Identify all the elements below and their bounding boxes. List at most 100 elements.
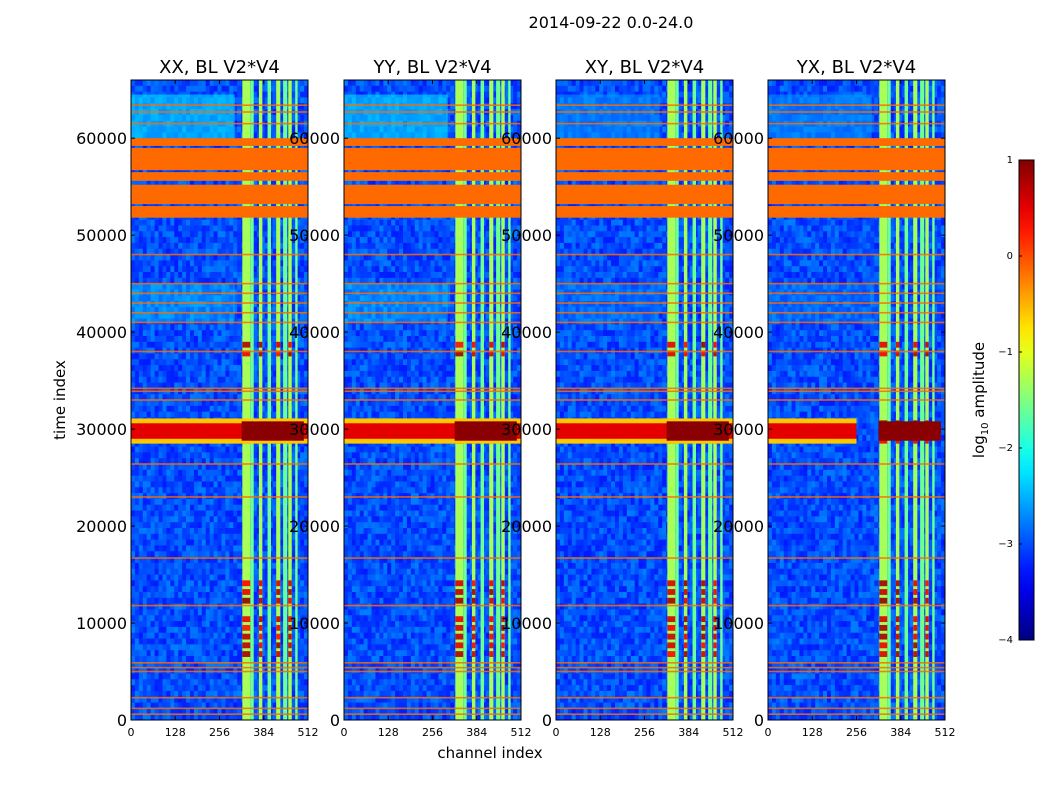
x-tick-label: 0: [128, 726, 135, 739]
flagged-line: [131, 312, 308, 314]
flagged-band: [768, 138, 945, 146]
flagged-line: [131, 662, 308, 664]
panel-title: YY, BL V2*V4: [372, 57, 491, 78]
rfi-blob: [501, 598, 504, 604]
panel-yy: YY, BL V2*V40 128 256 384 512010000200003000…: [289, 57, 531, 739]
flagged-line: [131, 496, 308, 498]
flagged-line: [556, 283, 733, 285]
flagged-line: [131, 671, 308, 673]
rfi-blob: [242, 580, 250, 586]
y-tick-label: 60000: [501, 129, 552, 148]
flagged-line: [344, 667, 521, 669]
x-tick-label: 128: [802, 726, 823, 739]
flagged-line: [131, 388, 308, 390]
flagged-line: [344, 713, 521, 715]
rfi-blob: [276, 598, 280, 604]
rfi-blob: [913, 625, 917, 631]
rfi-blob: [455, 589, 463, 595]
rfi-blob: [455, 651, 463, 657]
flagged-line: [344, 322, 521, 324]
flagged-line: [768, 293, 945, 295]
rfi-blob: [259, 580, 262, 586]
rfi-blob: [684, 616, 687, 622]
y-tick-label: 50000: [289, 226, 340, 245]
x-tick-label: 384: [890, 726, 911, 739]
rfi-blob: [713, 642, 716, 648]
flagged-line: [556, 667, 733, 669]
rfi-blob: [667, 342, 675, 348]
flagged-band: [344, 172, 521, 181]
flagged-line: [556, 697, 733, 699]
rfi-blob: [242, 342, 250, 348]
y-tick-label: 50000: [76, 226, 127, 245]
y-tick-label: 60000: [713, 129, 764, 148]
rfi-blob: [925, 598, 928, 604]
x-tick-label: 512: [935, 726, 956, 739]
flagged-line: [131, 254, 308, 256]
rfi-blob: [713, 589, 716, 595]
figure-suptitle: 2014-09-22 0.0-24.0: [529, 13, 694, 32]
flagged-line: [556, 708, 733, 710]
bright-time-band-core: [768, 423, 857, 439]
rfi-blob: [667, 616, 675, 622]
rfi-blob: [276, 580, 280, 586]
flagged-band: [556, 185, 733, 204]
rfi-blob: [455, 342, 463, 348]
flagged-line: [556, 671, 733, 673]
rfi-blob: [472, 642, 475, 648]
flagged-line: [768, 496, 945, 498]
rfi-blob: [925, 651, 928, 657]
flagged-line: [768, 662, 945, 664]
flagged-line: [344, 104, 521, 106]
flagged-line: [344, 605, 521, 607]
rfi-blob: [276, 651, 280, 657]
rfi-blob: [288, 598, 291, 604]
rfi-blob: [879, 616, 887, 622]
rfi-blob: [879, 598, 887, 604]
rfi-blob: [472, 634, 475, 640]
flagged-line: [768, 671, 945, 673]
flagged-line: [131, 111, 308, 113]
colorbar-tick-label: −2: [998, 443, 1013, 454]
flagged-line: [131, 283, 308, 285]
flagged-line: [556, 713, 733, 715]
y-tick-label: 10000: [76, 614, 127, 633]
rfi-blob: [713, 342, 716, 348]
flagged-line: [344, 111, 521, 113]
rfi-blob: [489, 580, 493, 586]
rfi-blob: [455, 634, 463, 640]
rfi-blob: [701, 642, 705, 648]
rfi-blob: [913, 342, 917, 348]
haze-patch: [556, 95, 660, 143]
rfi-blob: [667, 642, 675, 648]
colorbar: 10−1−2−3−4: [998, 155, 1034, 646]
rfi-blob: [472, 580, 475, 586]
x-tick-label: 256: [422, 726, 443, 739]
haze-patch: [344, 95, 448, 143]
rfi-blob: [925, 589, 928, 595]
flagged-band: [768, 185, 945, 204]
flagged-line: [556, 302, 733, 304]
flagged-line: [556, 399, 733, 401]
flagged-line: [344, 351, 521, 353]
y-tick-label: 30000: [501, 420, 552, 439]
flagged-band: [344, 138, 521, 146]
flagged-line: [344, 254, 521, 256]
rfi-blob: [489, 651, 493, 657]
rfi-blob: [276, 634, 280, 640]
y-tick-label: 20000: [76, 517, 127, 536]
flagged-band: [556, 206, 733, 218]
flagged-line: [344, 283, 521, 285]
x-tick-label: 0: [553, 726, 560, 739]
y-tick-label: 20000: [713, 517, 764, 536]
rfi-blob: [879, 642, 887, 648]
rfi-blob: [896, 642, 899, 648]
rfi-blob: [701, 625, 705, 631]
rfi-blob: [288, 651, 291, 657]
rfi-blob: [472, 598, 475, 604]
flagged-line: [768, 322, 945, 324]
flagged-band: [768, 148, 945, 170]
flagged-line: [768, 667, 945, 669]
rfi-blob: [879, 634, 887, 640]
panel-title: XX, BL V2*V4: [159, 57, 280, 78]
